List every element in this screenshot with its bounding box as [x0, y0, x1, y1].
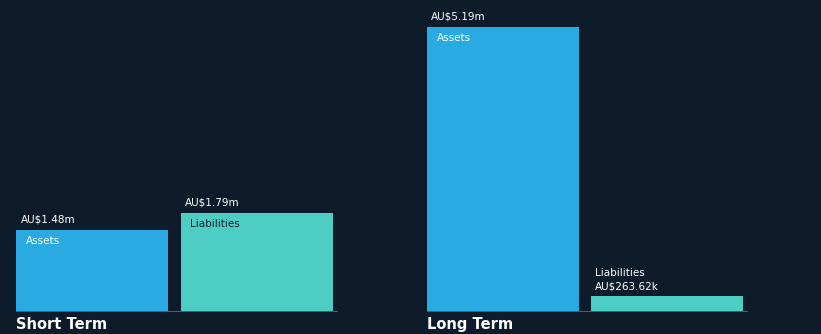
Text: AU$263.62k: AU$263.62k: [595, 281, 659, 291]
Text: Short Term: Short Term: [16, 317, 108, 332]
Text: Assets: Assets: [26, 236, 61, 246]
Text: Assets: Assets: [437, 33, 471, 43]
FancyBboxPatch shape: [16, 230, 168, 311]
Text: AU$5.19m: AU$5.19m: [431, 12, 486, 22]
Text: Liabilities: Liabilities: [595, 268, 645, 278]
Text: AU$1.79m: AU$1.79m: [185, 198, 240, 208]
FancyBboxPatch shape: [591, 296, 743, 311]
Text: Liabilities: Liabilities: [190, 219, 241, 229]
Text: Long Term: Long Term: [427, 317, 513, 332]
Text: AU$1.48m: AU$1.48m: [21, 215, 76, 225]
FancyBboxPatch shape: [181, 213, 333, 311]
FancyBboxPatch shape: [427, 27, 579, 311]
